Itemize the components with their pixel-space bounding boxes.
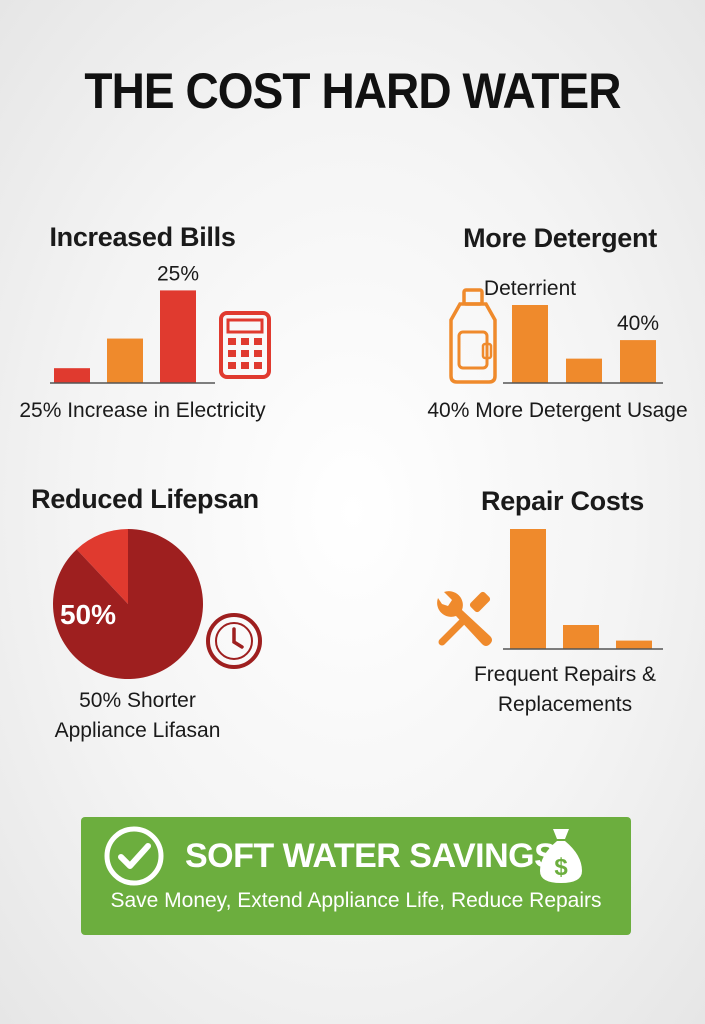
detergent-data-label-0: Deterrient	[484, 277, 576, 300]
repairs-caption-line1: Frequent Repairs &	[473, 663, 657, 686]
bills-bar-0	[54, 368, 90, 383]
bills-data-label-2: 25%	[157, 262, 199, 285]
detergent-bottle-icon	[449, 288, 497, 384]
repairs-bar-0	[510, 529, 546, 649]
bills-title: Increased Bills	[49, 222, 236, 252]
bills-bar-2	[160, 290, 196, 383]
lifespan-pie-chart: 50%	[52, 529, 203, 679]
lifespan-slice-1	[76, 529, 128, 604]
repairs-caption: Frequent Repairs & Replacements	[445, 660, 685, 720]
checkmark-circle-icon	[104, 826, 164, 886]
calculator-icon	[219, 311, 271, 379]
lifespan-caption: 50% Shorter Appliance Lifasan	[20, 686, 255, 746]
detergent-caption: 40% More Detergent Usage	[427, 399, 688, 422]
money-bag-icon: $	[540, 829, 582, 883]
bills-bar-1	[107, 338, 143, 383]
banner-title: SOFT WATER SAVINGS	[185, 837, 557, 875]
soft-water-banner: SOFT WATER SAVINGS $ Save Money, Extend …	[81, 817, 631, 935]
detergent-bar-0	[512, 305, 548, 383]
detergent-title: More Detergent	[463, 223, 657, 253]
repairs-bar-chart	[503, 529, 663, 650]
detergent-bar-1	[566, 358, 602, 383]
banner-subtitle: Save Money, Extend Appliance Life, Reduc…	[110, 889, 602, 912]
lifespan-caption-line1: 50% Shorter	[79, 689, 196, 712]
dollar-sign: $	[554, 854, 568, 881]
repairs-bar-2	[616, 640, 652, 649]
lifespan-slice-0	[52, 529, 203, 679]
detergent-data-label-2: 40%	[617, 312, 659, 335]
repairs-caption-line2: Replacements	[497, 693, 633, 716]
lifespan-pie-label: 50%	[60, 599, 116, 630]
page-title: THE COST HARD WATER	[84, 63, 621, 119]
bills-caption: 25% Increase in Electricity	[19, 399, 266, 422]
clock-icon	[206, 613, 262, 669]
repairs-title: Repair Costs	[481, 486, 644, 516]
bills-bar-chart: 25%	[50, 262, 215, 384]
detergent-bar-chart: Deterrient 40%	[484, 277, 663, 384]
lifespan-caption-line2: Appliance Lifasan	[54, 719, 221, 742]
detergent-bar-2	[620, 340, 656, 383]
repairs-bar-1	[563, 625, 599, 649]
lifespan-title: Reduced Lifepsan	[31, 484, 259, 514]
wrench-icon	[437, 591, 492, 646]
